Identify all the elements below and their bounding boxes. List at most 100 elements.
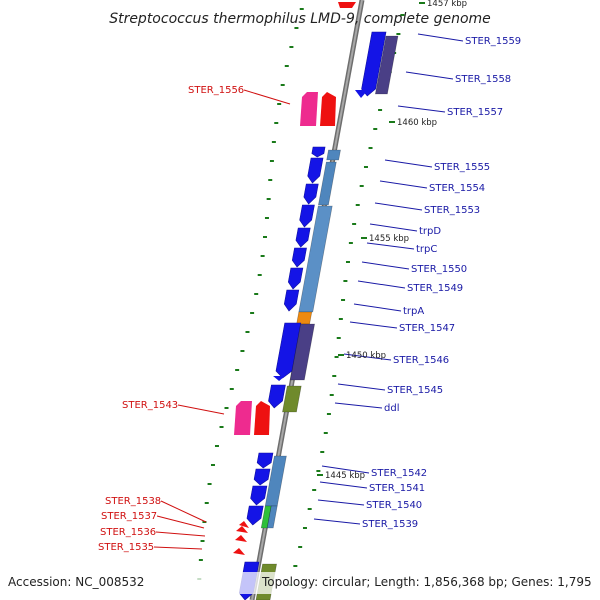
leader-line	[384, 159, 433, 168]
gene-label: STER_1546	[393, 355, 449, 366]
accession-text: Accession: NC_008532	[8, 575, 144, 589]
leader-line	[317, 499, 365, 506]
gene-block	[266, 505, 278, 529]
leader-line	[349, 321, 398, 329]
gene-label: STER_1543	[122, 400, 178, 411]
gc-dash	[219, 426, 224, 428]
gene-label: STER_1537	[101, 511, 157, 522]
leader-line	[155, 531, 206, 537]
gc-dash	[352, 223, 357, 225]
gc-dash	[214, 445, 219, 447]
gene-label: STER_1553	[424, 205, 480, 216]
gene-label: STER_1541	[369, 483, 425, 494]
leader-line	[343, 353, 392, 361]
gc-dash	[307, 508, 312, 510]
gc-dash	[355, 204, 360, 206]
gene-block	[250, 485, 268, 506]
gene-label: STER_1542	[371, 468, 427, 479]
gc-dash	[343, 280, 348, 282]
leader-line	[374, 202, 423, 211]
gc-dash	[396, 33, 401, 35]
leader-line	[405, 71, 454, 80]
gc-dash	[202, 521, 207, 523]
gc-dash	[373, 128, 378, 130]
leader-line	[353, 303, 402, 312]
gene-block	[375, 35, 399, 95]
gc-dash	[260, 255, 265, 257]
map-title: Streptococcus thermophilus LMD-9, comple…	[109, 11, 491, 27]
reverse-gene-block	[338, 2, 356, 8]
gc-dash	[334, 356, 339, 358]
kbp-scale: 1457 kbp 1460 kbp 1455 kbp 1450 kbp 1445 kbp	[317, 0, 467, 481]
gene-label: STER_1549	[407, 283, 463, 294]
gc-dash	[336, 337, 341, 339]
reverse-gene-block	[254, 401, 270, 435]
reverse-gene-block	[236, 526, 248, 533]
gc-dash	[298, 546, 303, 548]
gene-block	[355, 90, 368, 98]
gc-dash	[235, 369, 240, 371]
leader-line	[366, 242, 415, 250]
leader-line	[319, 481, 368, 489]
gc-dash	[268, 179, 273, 181]
gene-block	[318, 161, 337, 206]
gc-dash	[329, 394, 334, 396]
gene-block	[275, 322, 302, 379]
gene-block	[298, 205, 333, 313]
gene-block	[303, 183, 319, 205]
gc-dash	[257, 274, 262, 276]
gc-dash	[277, 103, 282, 105]
gene-block	[246, 505, 264, 526]
gene-label: STER_1550	[411, 264, 467, 275]
gc-dash	[210, 464, 215, 466]
leader-line	[156, 515, 205, 529]
gc-dash	[294, 27, 299, 29]
leader-line	[177, 404, 225, 415]
gc-dash	[266, 198, 271, 200]
gene-block	[253, 468, 271, 486]
gene-label: trpA	[403, 306, 424, 317]
gc-dash	[323, 432, 328, 434]
reverse-gene-block	[235, 535, 247, 542]
gc-dash	[250, 312, 255, 314]
label-leaders	[153, 33, 464, 550]
gc-dash	[299, 8, 304, 10]
gc-dash	[293, 565, 298, 567]
gc-dash	[229, 388, 234, 390]
gene-block	[283, 289, 300, 312]
gene-label: STER_1540	[366, 500, 422, 511]
reverse-gene-block	[234, 401, 252, 435]
gc-dash	[345, 261, 350, 263]
gc-dash	[302, 527, 307, 529]
gc-dash	[400, 14, 405, 16]
gene-block	[273, 376, 286, 381]
gene-block	[326, 149, 341, 161]
gc-dash	[359, 185, 364, 187]
gene-label: STER_1556	[188, 85, 244, 96]
reverse-gene-block	[320, 92, 336, 126]
gene-label: trpC	[416, 244, 437, 255]
gc-dash	[284, 65, 289, 67]
gc-dash	[200, 540, 205, 542]
gene-label: STER_1555	[434, 162, 490, 173]
gene-block	[307, 157, 324, 184]
leader-line	[397, 105, 446, 113]
gc-dash	[254, 293, 259, 295]
gc-dash	[204, 502, 209, 504]
kbp-label: 1455 kbp	[369, 234, 409, 244]
gc-dash	[312, 489, 317, 491]
gene-label: STER_1538	[105, 496, 161, 507]
leader-line	[321, 465, 370, 474]
summary-text: Topology: circular; Length: 1,856,368 bp…	[261, 575, 592, 589]
gene-block	[361, 31, 387, 97]
gc-dash	[320, 451, 325, 453]
leader-line	[334, 402, 383, 409]
gene-label: STER_1547	[399, 323, 455, 334]
gene-block	[295, 227, 311, 248]
gc-dash	[263, 236, 268, 238]
leader-line	[243, 89, 291, 105]
kbp-label: 1445 kbp	[325, 471, 365, 481]
leader-line	[160, 500, 207, 523]
gene-block	[282, 385, 302, 413]
gc-dash	[271, 141, 276, 143]
